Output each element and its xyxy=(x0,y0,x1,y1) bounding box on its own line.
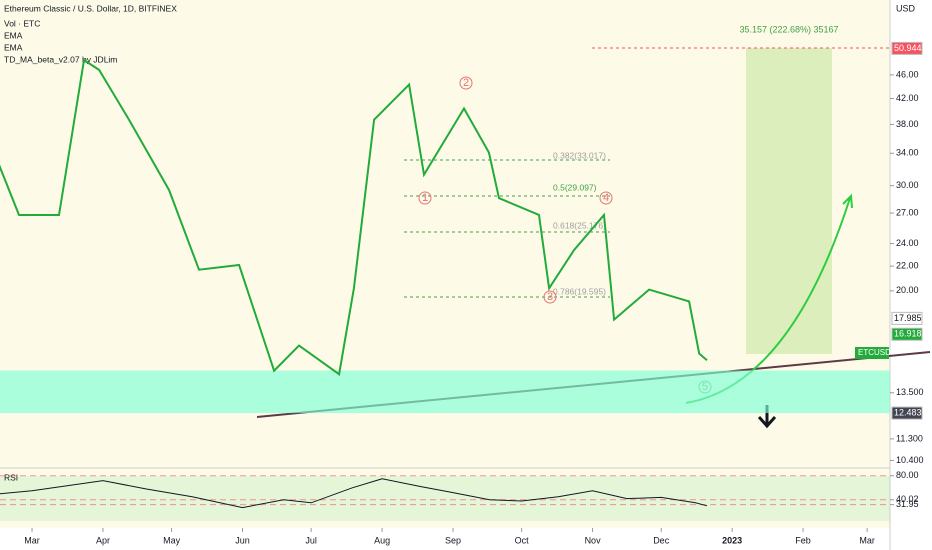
rsi-line xyxy=(0,478,708,509)
price-tag xyxy=(891,311,923,325)
price-tag-label: 17.985 xyxy=(894,313,922,323)
x-tick-label: Oct xyxy=(515,535,530,545)
y-tick-label: 31.95 xyxy=(896,499,919,509)
y-label: USD xyxy=(896,3,916,13)
support-zone xyxy=(0,370,890,414)
y-tick-label: 30.00 xyxy=(896,180,919,190)
fib-lines xyxy=(404,159,610,298)
y-tick-label: 13.500 xyxy=(896,387,924,397)
y-tick-label: 11.300 xyxy=(896,433,923,443)
y-tick-label: 42.00 xyxy=(896,93,919,103)
fib-label: 0.786(19.595) xyxy=(553,286,606,296)
target-label: 35.157 (222.68%) 35167 xyxy=(739,24,838,34)
wave-label: 4 xyxy=(603,192,609,204)
indicator: TD_MA_beta_v2.07 by JDLim xyxy=(4,54,117,64)
y-tick-label: 34.00 xyxy=(896,148,919,158)
wave-label: 2 xyxy=(463,77,469,89)
y-tick-label: 20.00 xyxy=(896,285,919,295)
price-tag-label: 12.483 xyxy=(894,407,922,417)
fib-label: 0.618(25.176) xyxy=(553,220,606,230)
price-tag xyxy=(891,327,923,341)
price-tag-label: 50.944 xyxy=(894,43,922,53)
price-line xyxy=(0,58,708,376)
rsi-label: RSI xyxy=(4,472,18,482)
price-tag xyxy=(891,406,923,420)
target-box xyxy=(746,48,832,354)
x-tick-label: Aug xyxy=(374,535,390,545)
x-tick-label: Dec xyxy=(653,535,670,545)
x-tick-label: Jun xyxy=(235,535,250,545)
y-tick-label: 24.00 xyxy=(896,238,919,248)
x-tick-label: Apr xyxy=(96,535,110,545)
y-tick-label: 10.400 xyxy=(896,455,924,465)
y-tick-label: 22.00 xyxy=(896,261,919,271)
x-tick-label: 2023 xyxy=(722,535,742,545)
y-tick-label: 46.00 xyxy=(896,69,919,79)
x-tick-label: May xyxy=(163,535,181,545)
x-tick-label: Jul xyxy=(305,535,317,545)
fib-label: 0.382(33.017) xyxy=(553,150,606,160)
price-tag-label: 16.918 xyxy=(894,329,922,339)
x-tick-label: Feb xyxy=(795,535,811,545)
symbol-label: ETCUSD xyxy=(858,348,891,357)
fib-label: 0.5(29.097) xyxy=(553,182,597,192)
x-tick-label: Sep xyxy=(445,535,461,545)
indicator: EMA xyxy=(4,30,23,40)
x-tick-label: Mar xyxy=(24,535,40,545)
y-tick-label: 27.00 xyxy=(896,207,919,217)
indicator: Vol · ETC xyxy=(4,18,40,28)
arrow-head xyxy=(842,193,853,209)
y-tick-label: 40.02 xyxy=(896,494,919,504)
y-tick-label: 80.00 xyxy=(896,470,919,480)
wave-label: 1 xyxy=(422,192,428,204)
x-tick-label: Mar xyxy=(859,535,875,545)
symbol-tag xyxy=(855,347,889,359)
wave-label: 3 xyxy=(547,291,553,303)
title: Ethereum Classic / U.S. Dollar, 1D, BITF… xyxy=(4,3,177,13)
y-tick-label: 38.00 xyxy=(896,119,919,129)
indicator: EMA xyxy=(4,42,23,52)
price-tag xyxy=(891,41,923,55)
rsi-band xyxy=(0,476,890,521)
x-tick-label: Nov xyxy=(585,535,602,545)
